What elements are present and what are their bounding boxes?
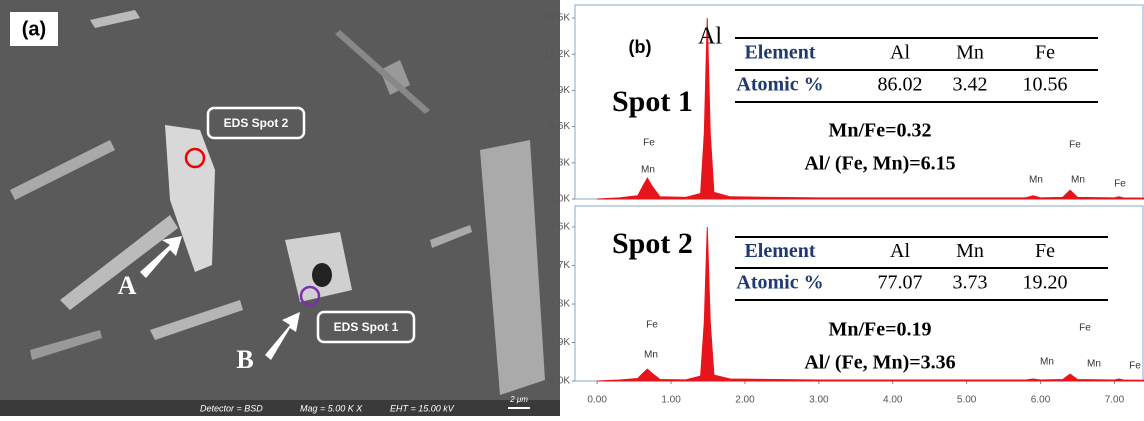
table-cell: 10.56 bbox=[1023, 74, 1068, 96]
x-tick-label: 3.00 bbox=[809, 395, 829, 406]
x-tick-label: 6.00 bbox=[1031, 395, 1051, 406]
y-tick-label: 0.0K bbox=[549, 376, 570, 387]
table-cell: Atomic % bbox=[736, 74, 823, 96]
peak-label: Fe bbox=[1114, 179, 1126, 190]
ratio: Mn/Fe=0.32 bbox=[828, 120, 931, 142]
y-tick-label: 15.6K bbox=[544, 222, 570, 233]
x-tick-label: 0.00 bbox=[587, 395, 607, 406]
peak-label: Mn bbox=[1071, 175, 1085, 186]
table-cell: 86.02 bbox=[878, 74, 923, 96]
peak-label: Fe bbox=[1069, 140, 1081, 151]
y-tick-label: 6.6K bbox=[549, 121, 570, 132]
arrow-label: B bbox=[236, 345, 253, 374]
table-cell: Atomic % bbox=[736, 272, 823, 294]
table-header: Mn bbox=[956, 42, 984, 64]
table-header: Fe bbox=[1035, 42, 1055, 64]
peak-label: Mn bbox=[1029, 175, 1043, 186]
scale-bar-label: 2 μm bbox=[509, 395, 528, 404]
table-cell: 3.73 bbox=[953, 272, 988, 294]
figure: (a) EDS Spot 2 EDS Spot 1 A B Detector =… bbox=[0, 0, 1144, 416]
y-tick-label: 0.0K bbox=[549, 194, 570, 205]
x-tick-label: 5.00 bbox=[957, 395, 977, 406]
spot-label: EDS Spot 2 bbox=[224, 116, 289, 130]
y-tick-label: 13.2K bbox=[544, 49, 570, 60]
x-tick-label: 1.00 bbox=[661, 395, 681, 406]
ratio: Al/ (Fe, Mn)=6.15 bbox=[804, 153, 955, 175]
arrow-label: A bbox=[118, 271, 137, 300]
table-cell: 3.42 bbox=[953, 74, 988, 96]
table-cell: 19.20 bbox=[1023, 272, 1068, 294]
peak-label: Mn bbox=[641, 165, 655, 176]
panel-label: (b) bbox=[629, 37, 652, 57]
ratio: Al/ (Fe, Mn)=3.36 bbox=[804, 352, 955, 374]
peak-label: Mn bbox=[1087, 359, 1101, 370]
y-tick-label: 9.9K bbox=[549, 85, 570, 96]
y-tick-label: 3.3K bbox=[549, 157, 570, 168]
peak-label: Fe bbox=[643, 138, 655, 149]
peak-label: Al bbox=[698, 24, 722, 50]
y-tick-label: 7.8K bbox=[549, 299, 570, 310]
x-tick-label: 2.00 bbox=[735, 395, 755, 406]
peak-label: Mn bbox=[1040, 357, 1054, 368]
table-cell: 77.07 bbox=[878, 272, 923, 294]
table-header: Fe bbox=[1035, 240, 1055, 262]
y-tick-label: 11.7K bbox=[545, 260, 571, 271]
sem-info: Detector = BSD bbox=[200, 403, 263, 413]
panel-label: (a) bbox=[22, 18, 46, 40]
table-header: Element bbox=[744, 240, 815, 262]
table-header: Element bbox=[744, 42, 815, 64]
sem-info: EHT = 15.00 kV bbox=[390, 403, 455, 413]
y-tick-label: 3.9K bbox=[549, 337, 570, 348]
peak-label: Mn bbox=[644, 350, 658, 361]
table-header: Al bbox=[890, 42, 910, 64]
peak-label: Fe bbox=[1129, 361, 1141, 372]
sem-info: Mag = 5.00 K X bbox=[300, 403, 363, 413]
table-header: Mn bbox=[956, 240, 984, 262]
peak-label: Fe bbox=[646, 320, 658, 331]
sem-image bbox=[0, 0, 560, 416]
ratio: Mn/Fe=0.19 bbox=[828, 319, 931, 341]
y-tick-label: 16.5K bbox=[544, 13, 570, 24]
x-tick-label: 4.00 bbox=[883, 395, 903, 406]
peak-label: Fe bbox=[1079, 323, 1091, 334]
spot-title: Spot 1 bbox=[612, 85, 693, 118]
spot-title: Spot 2 bbox=[612, 227, 693, 260]
table-header: Al bbox=[890, 240, 910, 262]
x-tick-label: 7.00 bbox=[1105, 395, 1125, 406]
spot-label: EDS Spot 1 bbox=[334, 320, 399, 334]
